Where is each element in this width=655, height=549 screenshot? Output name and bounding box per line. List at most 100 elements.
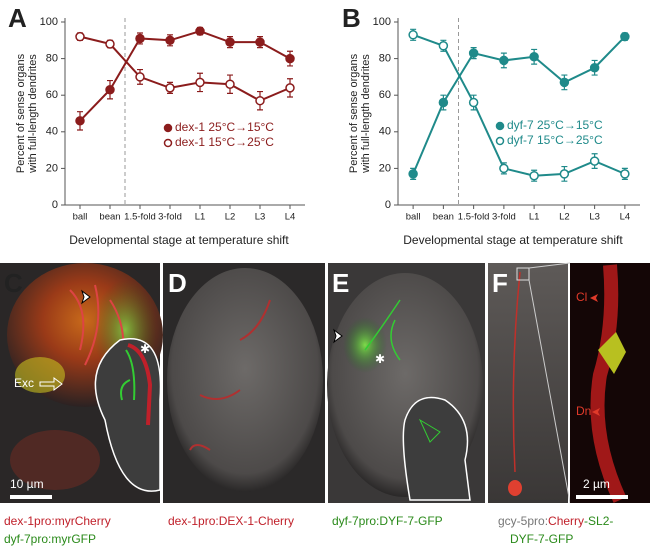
y-axis-label: Percent of sense organs	[15, 53, 27, 173]
data-point	[165, 83, 175, 93]
panel-label: F	[492, 268, 508, 298]
cell-body	[508, 480, 522, 496]
x-tick-label: 1.5-fold	[458, 212, 490, 223]
scale-label: 2 µm	[583, 477, 610, 491]
legend-label: dex-1 25°C→15°C	[175, 120, 274, 134]
zoom-lines	[528, 262, 571, 504]
y-axis-label: with full-length dendrites	[27, 54, 39, 174]
chart-title: A	[8, 3, 27, 33]
y-tick-label: 20	[46, 162, 58, 174]
x-tick-label: 3-fold	[158, 212, 182, 223]
embryo	[167, 268, 323, 492]
data-point	[559, 169, 570, 179]
x-axis-label: Developmental stage at temperature shift	[403, 233, 623, 247]
data-point	[408, 169, 418, 179]
scale-bar	[576, 495, 628, 499]
data-point	[225, 79, 235, 89]
annotation: Cl	[576, 290, 587, 304]
data-point	[195, 26, 205, 36]
data-point	[75, 31, 85, 42]
data-point	[105, 84, 115, 95]
chart-title: B	[342, 3, 361, 33]
data-point	[529, 170, 539, 181]
data-point	[438, 97, 449, 108]
y-tick-label: 20	[379, 162, 391, 174]
data-point	[589, 156, 600, 166]
y-axis-label: Percent of sense organs	[348, 53, 360, 173]
data-point	[468, 97, 479, 108]
y-tick-label: 0	[52, 199, 58, 211]
x-tick-label: L1	[529, 212, 540, 223]
y-tick-label: 100	[40, 16, 58, 28]
annotation: Dn	[576, 404, 591, 418]
caption-part: Cherry	[548, 514, 584, 528]
cherry-signal	[590, 264, 627, 503]
x-tick-label: L4	[620, 212, 631, 223]
panel-e: ✱ E dyf-7pro:DYF-7-GFP	[327, 263, 485, 528]
x-axis-label: Developmental stage at temperature shift	[69, 233, 289, 247]
legend-marker	[163, 138, 173, 148]
data-point	[499, 55, 509, 66]
x-tick-label: bean	[433, 212, 454, 223]
caption-part: -SL2-	[584, 514, 613, 528]
data-point	[438, 41, 449, 51]
x-tick-label: L1	[195, 212, 206, 223]
data-point	[105, 39, 115, 49]
y-tick-label: 40	[46, 126, 58, 138]
x-tick-label: 1.5-fold	[124, 212, 156, 223]
dendrites	[364, 299, 401, 361]
data-point	[135, 72, 145, 82]
caption-part: gcy-5pro:	[498, 514, 548, 528]
scale-label: 10 µm	[10, 477, 44, 491]
legend-label: dex-1 15°C→25°C	[175, 135, 274, 149]
inset-silhouette	[402, 396, 471, 501]
asterisk: ✱	[375, 352, 385, 366]
data-point	[620, 169, 630, 179]
scale-bar	[10, 495, 52, 499]
x-tick-label: ball	[406, 212, 421, 223]
inset-silhouette	[94, 338, 162, 492]
inset-red	[127, 343, 153, 426]
caption: dyf-7pro:DYF-7-GFP	[332, 514, 443, 528]
y-tick-label: 100	[373, 16, 391, 28]
data-point	[559, 77, 570, 88]
legend-label: dyf-7 25°C→15°C	[507, 118, 603, 132]
exc-arrow	[39, 377, 63, 391]
x-tick-label: L2	[225, 212, 236, 223]
data-point	[589, 63, 600, 73]
series-line	[412, 35, 626, 175]
y-tick-label: 60	[46, 89, 58, 101]
data-point	[620, 31, 630, 42]
x-tick-label: L3	[589, 212, 600, 223]
legend-marker	[163, 123, 173, 133]
panel-f: Cl Dn 2 µm F gcy-5pro:Cherry-SL2- DYF-7-…	[488, 262, 650, 546]
caption: gcy-5pro:Cherry-SL2-	[498, 514, 613, 528]
arrowhead	[81, 289, 91, 305]
series-line	[79, 35, 291, 102]
x-tick-label: L4	[285, 212, 296, 223]
series-line	[412, 33, 626, 177]
data-point	[75, 116, 85, 126]
arrowhead	[592, 408, 600, 416]
series-line	[79, 30, 291, 122]
data-point	[225, 37, 235, 47]
signal	[189, 299, 271, 451]
data-point	[285, 83, 295, 93]
data-point	[408, 30, 418, 40]
legend-label: dyf-7 15°C→25°C	[507, 133, 603, 147]
x-tick-label: 3-fold	[492, 212, 516, 223]
neuron	[512, 271, 521, 473]
caption: dex-1pro:myrCherry	[4, 514, 111, 528]
gfp-signal	[598, 332, 626, 374]
yellow-signal	[15, 357, 65, 393]
arrowhead	[590, 294, 598, 302]
y-tick-label: 40	[379, 126, 391, 138]
data-point	[165, 35, 175, 46]
y-tick-label: 0	[385, 199, 391, 211]
annotation: Exc	[14, 376, 34, 390]
panel-d: D dex-1pro:DEX-1-Cherry	[163, 263, 325, 528]
caption: DYF-7-GFP	[510, 532, 573, 546]
data-point	[255, 37, 265, 47]
x-tick-label: ball	[73, 212, 88, 223]
